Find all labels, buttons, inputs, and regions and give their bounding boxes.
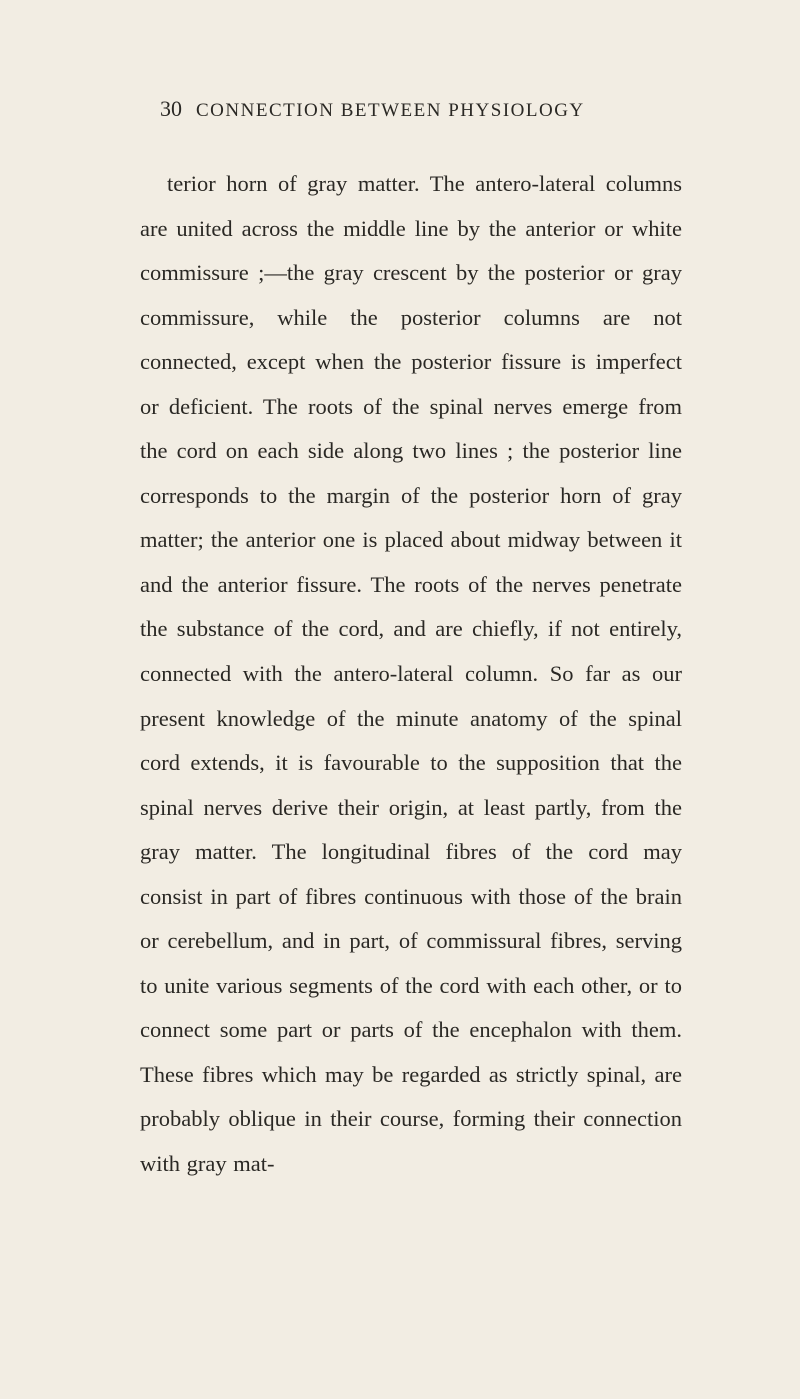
body-paragraph: terior horn of gray matter. The antero-l…: [140, 162, 682, 1187]
running-title: CONNECTION BETWEEN PHYSIOLOGY: [196, 100, 585, 121]
page-number: 30: [160, 96, 182, 121]
document-page: 30 CONNECTION BETWEEN PHYSIOLOGY terior …: [0, 0, 800, 1267]
page-header: 30 CONNECTION BETWEEN PHYSIOLOGY: [160, 96, 682, 122]
